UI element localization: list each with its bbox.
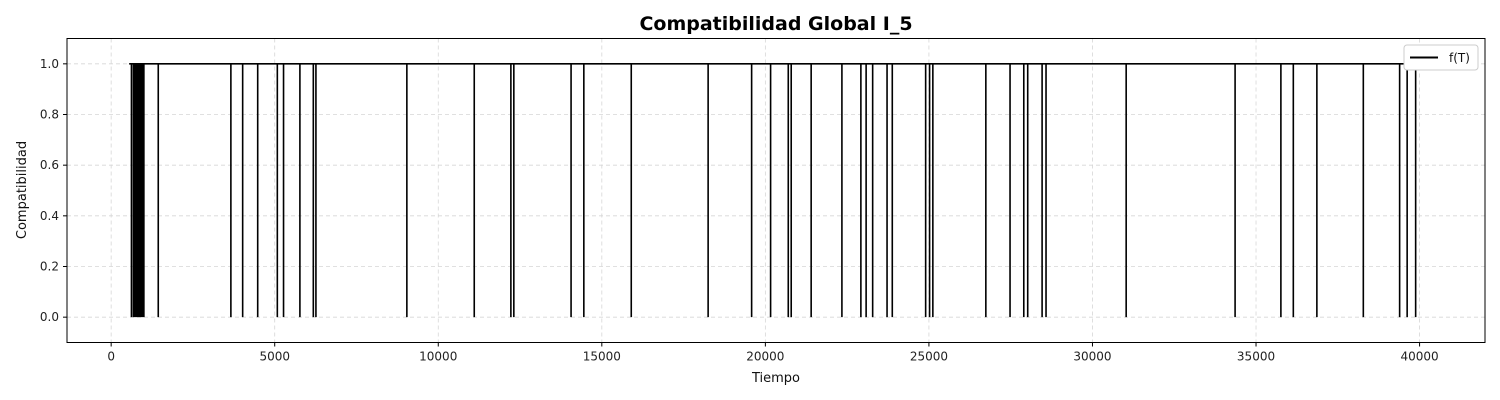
x-tick-label: 0 [107, 350, 115, 364]
y-axis-label: Compatibilidad [15, 141, 30, 239]
legend: f(T) [1403, 44, 1479, 71]
y-tick-label: 0.4 [40, 209, 59, 223]
chart-title: Compatibilidad Global I_5 [639, 13, 912, 35]
y-tick-label: 0.2 [40, 260, 59, 274]
series-layer [129, 63, 1418, 318]
x-tick-label: 35000 [1237, 350, 1275, 364]
x-tick-label: 30000 [1073, 350, 1111, 364]
y-tick-label: 1.0 [40, 57, 59, 71]
x-tick-label: 40000 [1400, 350, 1438, 364]
y-tick-label: 0.8 [40, 108, 59, 122]
series-line-f-t [129, 63, 1418, 318]
x-tick-label: 5000 [259, 350, 290, 364]
x-tick-label: 15000 [583, 350, 621, 364]
axis-ticks: 0 5000 10000 15000 20000 25000 30000 35000 40000… [40, 57, 1439, 364]
legend-label: f(T) [1449, 51, 1470, 65]
x-tick-label: 10000 [419, 350, 457, 364]
y-tick-label: 0.6 [40, 158, 59, 172]
plot-frame [66, 38, 1486, 343]
x-tick-label: 25000 [910, 350, 948, 364]
y-tick-label: 0.0 [40, 310, 59, 324]
legend-box [1403, 44, 1479, 71]
grid-lines [67, 38, 1485, 343]
x-axis-label: Tiempo [751, 371, 800, 386]
x-tick-label: 20000 [746, 350, 784, 364]
